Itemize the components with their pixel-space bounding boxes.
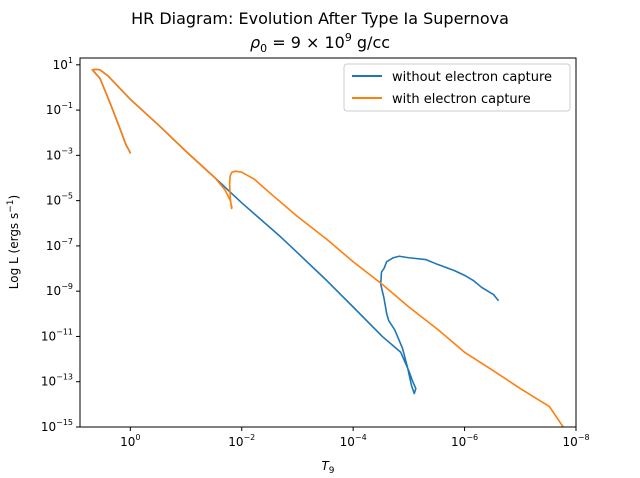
plot-area: 100 10−2 10−4 10−6 10−8 10−1510−1310−1110−91… — [41, 56, 590, 449]
y-tick-label: 10−7 — [46, 237, 73, 253]
y-tick-label: 10−13 — [41, 373, 73, 389]
title-rho: ρ — [250, 33, 260, 52]
y-tick-label: 10−9 — [46, 282, 73, 298]
title-rho-subscript: 0 — [260, 42, 267, 55]
x-axis-label: T9 — [321, 459, 334, 476]
axes-frame — [79, 57, 577, 428]
title-equals: = 9 × 10 — [267, 33, 345, 52]
y-axis-label: Log L (ergs s−1) — [6, 195, 21, 289]
chart-title-line2: ρ0 = 9 × 109 g/cc — [250, 31, 390, 55]
x-tick-label: 10−2 — [228, 433, 255, 449]
legend: without electron capture with electron c… — [343, 63, 571, 112]
y-tick-label: 10−1 — [46, 101, 73, 117]
x-tick-label: 10−8 — [562, 433, 589, 449]
y-tick-label: 10−11 — [41, 327, 73, 343]
y-tick-label: 101 — [53, 56, 73, 72]
x-label-subscript: 9 — [329, 466, 335, 476]
series-layer — [91, 68, 564, 427]
title-units: g/cc — [352, 33, 390, 52]
y-tick-label: 10−15 — [41, 418, 73, 434]
title-exponent: 9 — [345, 31, 352, 44]
y-tick-label: 10−5 — [46, 192, 73, 208]
y-axis-ticks: 10−15 10−13 10−11 10−9 10−7 10−5 10−3 10−1 101 — [41, 56, 80, 434]
legend-label-without-electron-capture: without electron capture — [392, 70, 552, 85]
x-tick-label: 10−6 — [451, 433, 478, 449]
legend-label-with-electron-capture: with electron capture — [392, 92, 531, 107]
x-tick-label: 100 — [120, 433, 140, 449]
y-label-main: Log L (ergs s — [7, 213, 21, 289]
x-axis-ticks: 100 10−2 10−4 10−6 10−8 — [120, 427, 590, 449]
x-label-main: T — [321, 459, 330, 473]
y-label-end: ) — [7, 195, 21, 200]
chart-title-line1: HR Diagram: Evolution After Type Ia Supe… — [131, 9, 509, 28]
y-label-superscript: −1 — [6, 199, 16, 212]
legend-box — [343, 63, 571, 112]
y-tick-label: 10−3 — [46, 146, 73, 162]
x-tick-label: 10−4 — [340, 433, 367, 449]
series-line-with-electron-capture — [91, 68, 564, 427]
